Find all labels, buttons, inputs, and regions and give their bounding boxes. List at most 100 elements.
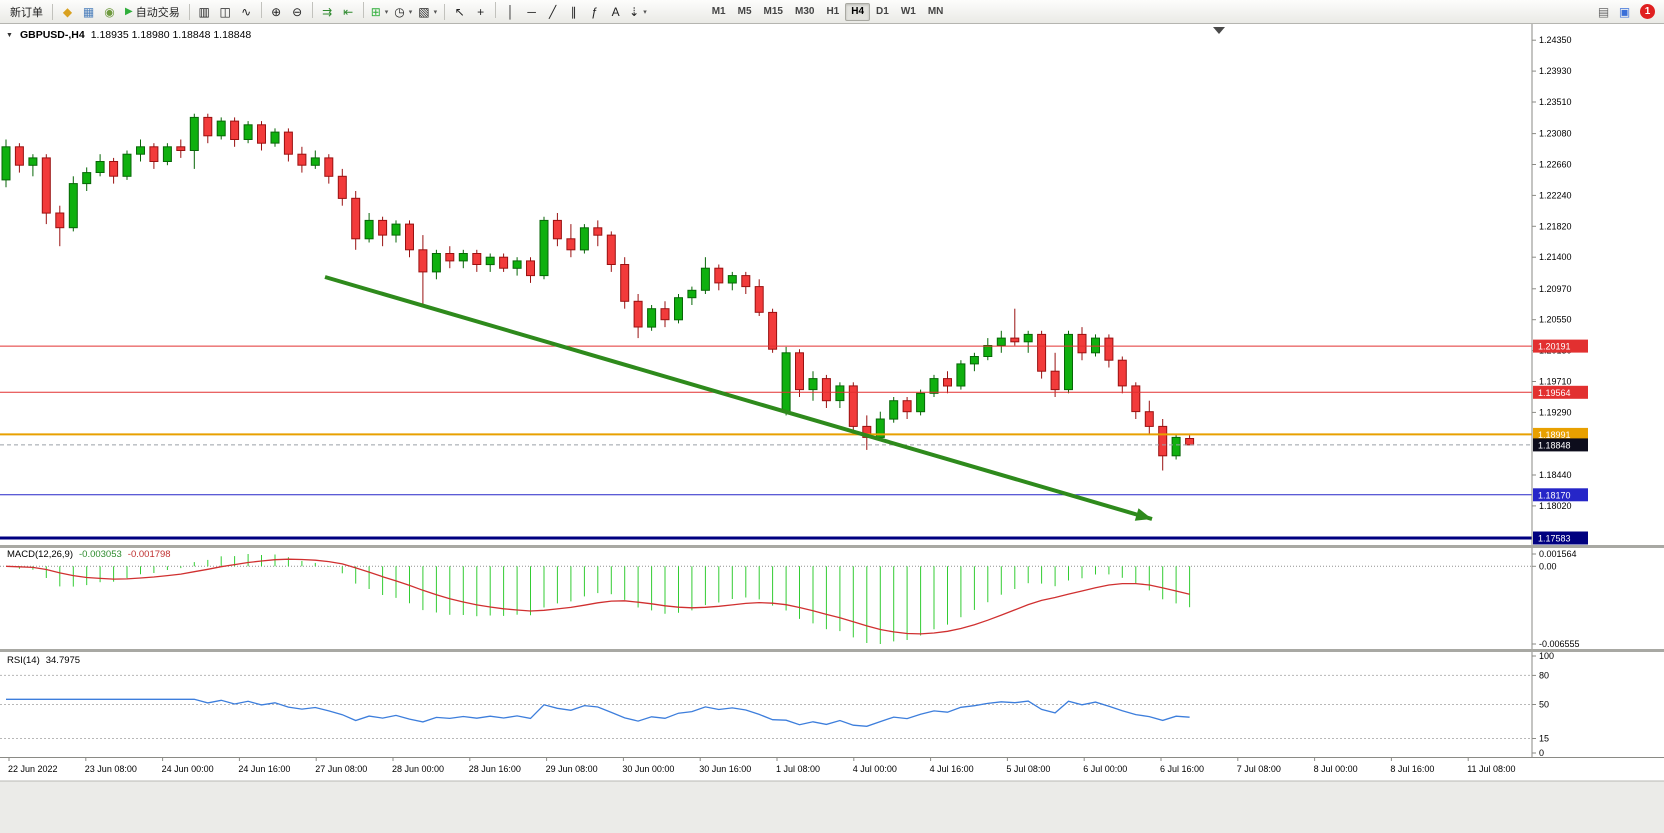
dropdown-arrow-icon: ▾ bbox=[408, 8, 413, 16]
trendline-arrowhead-icon bbox=[1134, 508, 1152, 521]
vertical-line-icon: │ bbox=[506, 4, 515, 19]
oneclick-expand-icon[interactable]: ▼ bbox=[6, 31, 13, 39]
notifications-badge[interactable]: 1 bbox=[1640, 4, 1655, 19]
charts-window-button[interactable]: ▦ bbox=[78, 2, 99, 22]
macd-name: MACD(12,26,9) bbox=[7, 549, 73, 560]
metaquotes-button[interactable]: ◉ bbox=[99, 2, 120, 22]
timeframe-H4-button[interactable]: H4 bbox=[845, 2, 871, 21]
time-axis-label: 6 Jul 00:00 bbox=[1083, 764, 1127, 774]
svg-text:1.18848: 1.18848 bbox=[1538, 440, 1571, 450]
timeframe-group: M1 M5 M15 M30 H1 H4 D1 W1 MN bbox=[706, 2, 950, 21]
bar-chart-button[interactable]: ▥ bbox=[194, 2, 215, 22]
trendline-button[interactable]: ╱ bbox=[542, 2, 563, 22]
zoom-out-icon: ⊖ bbox=[292, 4, 303, 19]
time-axis-label: 6 Jul 16:00 bbox=[1160, 764, 1204, 774]
time-axis-label: 1 Jul 08:00 bbox=[776, 764, 820, 774]
periods-button[interactable]: ◷ ▾ bbox=[391, 2, 415, 22]
price-axis-label: 1.18440 bbox=[1539, 470, 1572, 480]
price-axis-label: 1.24350 bbox=[1539, 35, 1572, 45]
indicators-icon: ⊞ bbox=[370, 4, 381, 19]
trendline-object[interactable] bbox=[324, 275, 1153, 521]
vertical-line-button[interactable]: │ bbox=[500, 2, 521, 22]
rsi-axis-label: 100 bbox=[1539, 651, 1554, 661]
dropdown-arrow-icon: ▾ bbox=[433, 8, 438, 16]
macd-axis-label: 0.001564 bbox=[1539, 549, 1577, 559]
time-axis-label: 22 Jun 2022 bbox=[8, 764, 58, 774]
timeframe-W1-button[interactable]: W1 bbox=[895, 3, 922, 21]
candlestick-chart-button[interactable]: ◫ bbox=[215, 2, 236, 22]
price-badge: 1.17583 bbox=[1533, 531, 1588, 545]
indicators-button[interactable]: ⊞ ▾ bbox=[368, 2, 392, 22]
price-axis-label: 1.18020 bbox=[1539, 501, 1572, 511]
rsi-label: RSI(14) 34.7975 bbox=[7, 655, 80, 666]
zoom-out-button[interactable]: ⊖ bbox=[287, 2, 308, 22]
arrows-icon: ⇣ bbox=[629, 4, 640, 19]
price-axis[interactable] bbox=[1533, 24, 1664, 781]
chart-shift-button[interactable]: ⇤ bbox=[338, 2, 359, 22]
charts-window-icon: ▦ bbox=[82, 4, 95, 19]
auto-scroll-button[interactable]: ⇉ bbox=[317, 2, 338, 22]
mql5-button[interactable]: ▣ bbox=[1614, 2, 1635, 22]
horizontal-line-icon: ─ bbox=[527, 4, 536, 19]
timeframe-M5-button[interactable]: M5 bbox=[732, 3, 758, 21]
chart-ohlc-values: 1.18935 1.18980 1.18848 1.18848 bbox=[90, 29, 252, 41]
dropdown-arrow-icon: ▾ bbox=[384, 8, 389, 16]
channel-button[interactable]: ∥ bbox=[563, 2, 584, 22]
pane-separator[interactable] bbox=[0, 545, 1664, 548]
timeframe-H1-button[interactable]: H1 bbox=[820, 3, 845, 21]
new-order-button[interactable]: 新订单 bbox=[5, 2, 48, 22]
macd-main-value: -0.003053 bbox=[79, 549, 122, 560]
metaeditor-button[interactable]: ◆ bbox=[57, 2, 78, 22]
timeframe-D1-button[interactable]: D1 bbox=[870, 3, 895, 21]
time-axis-separator bbox=[0, 757, 1664, 758]
metaquotes-icon: ◉ bbox=[104, 4, 115, 19]
zoom-in-button[interactable]: ⊕ bbox=[266, 2, 287, 22]
price-badge: 1.20191 bbox=[1533, 339, 1588, 353]
chart-shift-icon: ⇤ bbox=[343, 4, 354, 19]
macd-axis-label: 0.00 bbox=[1539, 561, 1557, 571]
timeframe-MN-button[interactable]: MN bbox=[922, 3, 950, 21]
layouts-icon: ▤ bbox=[1597, 4, 1610, 19]
macd-signal-line bbox=[5, 558, 1190, 635]
svg-text:1.17583: 1.17583 bbox=[1538, 534, 1571, 544]
mql5-icon: ▣ bbox=[1618, 4, 1631, 19]
text-button[interactable]: A bbox=[605, 2, 626, 22]
toolbar-separator bbox=[444, 3, 446, 20]
metaeditor-icon: ◆ bbox=[62, 4, 73, 19]
zoom-in-icon: ⊕ bbox=[271, 4, 282, 19]
chart-shift-marker-icon[interactable] bbox=[1213, 27, 1225, 34]
time-axis-label: 8 Jul 00:00 bbox=[1314, 764, 1358, 774]
svg-text:1.18170: 1.18170 bbox=[1538, 490, 1571, 500]
horizontal-line-button[interactable]: ─ bbox=[521, 2, 542, 22]
price-axis-label: 1.22660 bbox=[1539, 160, 1572, 170]
rsi-name: RSI(14) bbox=[7, 655, 40, 666]
time-axis[interactable]: 22 Jun 2022 23 Jun 08:00 24 Jun 00:00 24 Ju… bbox=[8, 758, 1516, 774]
time-axis-label: 30 Jun 16:00 bbox=[699, 764, 751, 774]
price-axis-label: 1.23930 bbox=[1539, 66, 1572, 76]
timeframe-M1-button[interactable]: M1 bbox=[706, 3, 732, 21]
autotrading-button[interactable]: ▶ 自动交易 bbox=[120, 2, 185, 22]
pane-separator[interactable] bbox=[0, 649, 1664, 652]
time-axis-label: 24 Jun 00:00 bbox=[162, 764, 214, 774]
time-axis-label: 29 Jun 08:00 bbox=[546, 764, 598, 774]
arrows-button[interactable]: ⇣ ▾ bbox=[626, 2, 650, 22]
time-axis-label: 24 Jun 16:00 bbox=[238, 764, 290, 774]
macd-axis-label: -0.006555 bbox=[1539, 639, 1580, 649]
line-chart-button[interactable]: ∿ bbox=[236, 2, 257, 22]
timeframe-M30-button[interactable]: M30 bbox=[789, 3, 820, 21]
cursor-button[interactable]: ↖ bbox=[449, 2, 470, 22]
layouts-button[interactable]: ▤ bbox=[1593, 2, 1614, 22]
timeframe-M15-button[interactable]: M15 bbox=[758, 3, 789, 21]
cursor-icon: ↖ bbox=[454, 4, 465, 19]
chart-plot-area[interactable] bbox=[0, 24, 1532, 545]
price-axis-label: 1.21820 bbox=[1539, 221, 1572, 231]
line-chart-icon: ∿ bbox=[241, 4, 252, 19]
main-toolbar: 新订单 ◆ ▦ ◉ ▶ 自动交易 ▥ ◫ ∿ ⊕ ⊖ ⇉ ⇤ ⊞ ▾ ◷ ▾ ▧ ▾ ↖ + │ ─ ╱ ∥ ƒ A ⇣ ▾ … bbox=[0, 0, 1664, 24]
fibonacci-button[interactable]: ƒ bbox=[584, 2, 605, 22]
time-axis-label: 8 Jul 16:00 bbox=[1390, 764, 1434, 774]
crosshair-button[interactable]: + bbox=[470, 2, 491, 22]
chart-title: ▼ GBPUSD-,H4 1.18935 1.18980 1.18848 1.1… bbox=[6, 29, 251, 41]
templates-button[interactable]: ▧ ▾ bbox=[415, 2, 440, 22]
window-bottom-area bbox=[0, 781, 1664, 833]
